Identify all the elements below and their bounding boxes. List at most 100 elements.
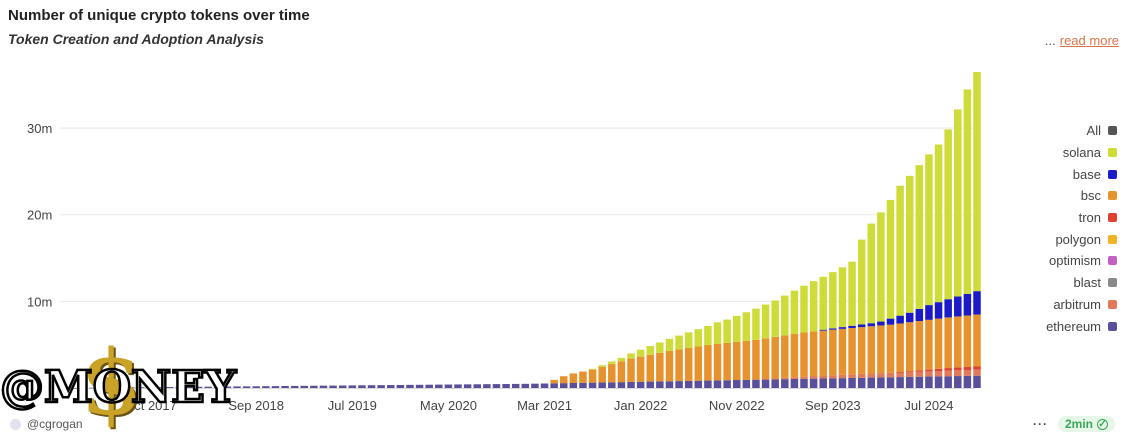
legend-item-base[interactable]: base (997, 163, 1117, 185)
legend-item-bsc[interactable]: bsc (997, 185, 1117, 207)
bar-segment-bsc[interactable] (656, 352, 664, 382)
bar-segment-arbitrum[interactable] (829, 375, 837, 379)
bar-segment-ethereum[interactable] (848, 377, 856, 388)
bar-segment-arbitrum[interactable] (857, 373, 866, 378)
bar-segment-solana[interactable] (723, 319, 731, 343)
bar-segment-ethereum[interactable] (829, 378, 837, 388)
bar-segment-ethereum[interactable] (886, 377, 895, 388)
bar-segment-bsc[interactable] (800, 332, 808, 377)
bar-segment-ethereum[interactable] (425, 384, 433, 388)
bar-segment-ethereum[interactable] (463, 384, 472, 388)
bar-segment-base[interactable] (877, 321, 885, 326)
bar-segment-base[interactable] (819, 329, 827, 331)
bar-segment-bsc[interactable] (867, 326, 876, 374)
bar-segment-solana[interactable] (800, 285, 808, 333)
bar-segment-solana[interactable] (675, 335, 683, 350)
bar-segment-ethereum[interactable] (204, 386, 212, 388)
bar-segment-tron[interactable] (944, 368, 952, 371)
bar-segment-ethereum[interactable] (233, 386, 241, 388)
bar-segment-ethereum[interactable] (89, 387, 97, 389)
bar-segment-bsc[interactable] (559, 376, 568, 384)
bar-segment-base[interactable] (857, 324, 866, 328)
bar-segment-ethereum[interactable] (98, 387, 107, 389)
bar-segment-bsc[interactable] (742, 340, 751, 380)
bar-segment-ethereum[interactable] (819, 378, 827, 388)
bar-segment-bsc[interactable] (579, 371, 587, 383)
bar-segment-ethereum[interactable] (319, 385, 328, 388)
bar-segment-solana[interactable] (761, 304, 770, 339)
bar-segment-solana[interactable] (915, 165, 924, 309)
bar-segment-ethereum[interactable] (127, 387, 136, 388)
legend-item-ethereum[interactable]: ethereum (997, 315, 1117, 337)
refresh-time-badge[interactable]: 2min ✓ (1057, 416, 1115, 432)
read-more-link[interactable]: read more (1059, 33, 1119, 48)
bar-segment-ethereum[interactable] (809, 378, 818, 388)
bar-segment-ethereum[interactable] (387, 385, 395, 388)
bar-segment-solana[interactable] (963, 89, 972, 294)
bar-segment-solana[interactable] (656, 342, 664, 353)
bar-segment-ethereum[interactable] (569, 382, 578, 388)
bar-segment-base[interactable] (886, 318, 895, 325)
bar-segment-ethereum[interactable] (742, 379, 751, 388)
bar-segment-solana[interactable] (896, 185, 904, 316)
bar-segment-base[interactable] (848, 325, 856, 328)
bar-segment-arbitrum[interactable] (838, 374, 847, 379)
bar-segment-bsc[interactable] (954, 316, 962, 368)
bar-segment-solana[interactable] (829, 272, 837, 329)
bar-segment-solana[interactable] (608, 361, 616, 365)
bar-segment-ethereum[interactable] (781, 379, 789, 388)
bar-segment-bsc[interactable] (617, 361, 626, 383)
legend-item-solana[interactable]: solana (997, 142, 1117, 164)
bar-segment-solana[interactable] (713, 322, 722, 344)
bar-segment-ethereum[interactable] (867, 377, 876, 388)
bar-segment-arbitrum[interactable] (944, 370, 952, 377)
bar-segment-solana[interactable] (781, 295, 789, 336)
bar-segment-arbitrum[interactable] (867, 373, 876, 378)
legend-item-tron[interactable]: tron (997, 207, 1117, 229)
bar-segment-ethereum[interactable] (435, 384, 443, 388)
bar-segment-base[interactable] (944, 299, 952, 318)
bar-segment-solana[interactable] (954, 109, 962, 297)
bar-segment-ethereum[interactable] (665, 381, 674, 388)
bar-segment-solana[interactable] (771, 300, 779, 337)
bar-segment-bsc[interactable] (771, 336, 779, 379)
legend-item-polygon[interactable]: polygon (997, 228, 1117, 250)
bar-segment-arbitrum[interactable] (925, 371, 933, 377)
bar-segment-ethereum[interactable] (262, 386, 270, 388)
bar-segment-ethereum[interactable] (502, 384, 510, 388)
bar-segment-ethereum[interactable] (300, 385, 309, 388)
bar-segment-ethereum[interactable] (252, 386, 260, 388)
bar-segment-ethereum[interactable] (684, 380, 693, 388)
bar-segment-ethereum[interactable] (511, 383, 520, 388)
bar-segment-ethereum[interactable] (752, 379, 760, 388)
bar-segment-ethereum[interactable] (656, 381, 664, 388)
bar-segment-ethereum[interactable] (185, 386, 193, 388)
bar-segment-solana[interactable] (732, 315, 741, 342)
bar-segment-ethereum[interactable] (146, 387, 155, 388)
bar-segment-solana[interactable] (742, 312, 751, 341)
bar-segment-bsc[interactable] (550, 379, 558, 384)
bar-segment-arbitrum[interactable] (973, 369, 981, 376)
bar-segment-bsc[interactable] (694, 346, 703, 381)
bar-segment-bsc[interactable] (675, 349, 683, 382)
bar-segment-ethereum[interactable] (608, 382, 616, 388)
bar-segment-tron[interactable] (905, 371, 914, 373)
bar-segment-ethereum[interactable] (973, 375, 981, 388)
bar-segment-ethereum[interactable] (242, 386, 251, 388)
bar-segment-ethereum[interactable] (944, 376, 952, 388)
bar-segment-ethereum[interactable] (646, 381, 654, 388)
bar-segment-bsc[interactable] (896, 323, 904, 372)
bar-segment-solana[interactable] (819, 276, 827, 330)
bar-segment-solana[interactable] (925, 154, 933, 306)
bar-segment-ethereum[interactable] (579, 382, 587, 388)
bar-segment-solana[interactable] (636, 349, 645, 357)
bar-segment-ethereum[interactable] (617, 382, 626, 388)
bar-segment-bsc[interactable] (848, 327, 856, 375)
bar-segment-arbitrum[interactable] (800, 376, 808, 379)
bar-segment-bsc[interactable] (838, 328, 847, 375)
bar-segment-solana[interactable] (790, 290, 799, 334)
bar-segment-tron[interactable] (896, 371, 904, 373)
bar-segment-bsc[interactable] (569, 373, 578, 383)
bar-segment-solana[interactable] (848, 261, 856, 326)
bar-segment-tron[interactable] (915, 370, 924, 372)
